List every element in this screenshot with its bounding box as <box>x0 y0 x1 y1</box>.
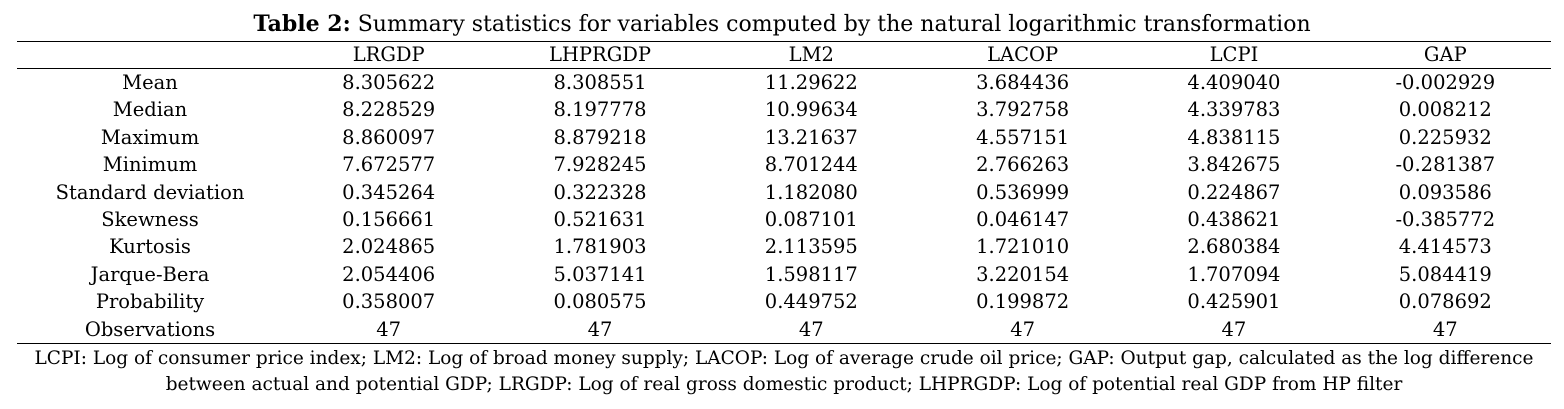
table-cell: 4.557151 <box>976 125 1070 149</box>
row-label: Mean <box>122 71 178 94</box>
table-cell: 1.781903 <box>553 235 647 259</box>
table-cell: 8.305622 <box>342 71 436 94</box>
table-cell: 0.080575 <box>553 290 647 314</box>
summary-statistics-table: LRGDP LHPRGDP LM2 LACOP LCPI GAP Mean 8.305622… <box>17 41 1551 344</box>
table-cell: 11.29622 <box>764 71 858 94</box>
row-label: Minimum <box>102 153 198 177</box>
table-cell: 0.225932 <box>1398 125 1492 149</box>
table-cell: 8.308551 <box>553 71 647 94</box>
table-cell: 47 <box>1010 317 1036 341</box>
table-cell: 0.046147 <box>976 208 1070 232</box>
table-row: Skewness 0.156661 0.521631 0.087101 0.046147… <box>17 206 1551 233</box>
table-cell: -0.281387 <box>1395 153 1496 177</box>
table-cell: 0.438621 <box>1187 208 1281 232</box>
table-cell: 47 <box>1432 317 1458 341</box>
table-cell: 5.037141 <box>553 262 647 286</box>
table-cell: 0.322328 <box>553 180 647 204</box>
table-cell: 0.536999 <box>976 180 1070 204</box>
table-cell: 0.078692 <box>1398 290 1492 314</box>
table-cell: 3.842675 <box>1187 153 1281 177</box>
table-row: Observations 47 47 47 47 47 47 <box>17 316 1551 344</box>
table-cell: 8.860097 <box>342 125 436 149</box>
table-body: Mean 8.305622 8.308551 11.29622 3.684436 4.40… <box>17 69 1551 344</box>
row-label: Probability <box>95 290 205 314</box>
table-cell: 0.425901 <box>1187 290 1281 314</box>
table-row: Median 8.228529 8.197778 10.99634 3.792758 4.… <box>17 96 1551 123</box>
table-cell: 2.113595 <box>764 235 858 259</box>
table-cell: 3.684436 <box>976 71 1070 94</box>
table-header: LRGDP LHPRGDP LM2 LACOP LCPI GAP <box>17 41 1551 69</box>
row-label: Standard deviation <box>55 180 245 204</box>
table-cell: 0.156661 <box>342 208 436 232</box>
table-footnote-line-2: between actual and potential GDP; LRGDP:… <box>165 374 1403 395</box>
table-cell: 5.084419 <box>1398 262 1492 286</box>
header-cell-lm2: LM2 <box>788 43 834 66</box>
table-caption-label: Table 2: <box>253 11 351 37</box>
table-cell: 10.99634 <box>764 98 858 122</box>
table-cell: 2.024865 <box>342 235 436 259</box>
table-row: Minimum 7.672577 7.928245 8.701244 2.766263 3… <box>17 151 1551 178</box>
table-cell: 4.414573 <box>1398 235 1492 259</box>
table-row: Probability 0.358007 0.080575 0.449752 0.199… <box>17 288 1551 315</box>
table-row: Maximum 8.860097 8.879218 13.21637 4.557151 4… <box>17 124 1551 151</box>
table-row: Kurtosis 2.024865 1.781903 2.113595 1.721010… <box>17 233 1551 260</box>
table-cell: 2.766263 <box>976 153 1070 177</box>
row-label: Maximum <box>100 125 200 149</box>
table-caption-text: Summary statistics for variables compute… <box>357 12 1311 37</box>
table-header-row: LRGDP LHPRGDP LM2 LACOP LCPI GAP <box>17 41 1551 69</box>
table-cell: 0.521631 <box>553 208 647 232</box>
table-cell: 47 <box>798 317 824 341</box>
header-cell-stat <box>17 42 283 69</box>
table-cell: 3.792758 <box>976 98 1070 122</box>
row-label: Kurtosis <box>109 235 191 259</box>
header-cell-lhprgdp: LHPRGDP <box>548 43 652 66</box>
table-cell: 1.182080 <box>764 180 858 204</box>
table-cell: 2.054406 <box>342 262 436 286</box>
table-cell: 4.339783 <box>1187 98 1281 122</box>
table-cell: 0.345264 <box>342 180 436 204</box>
table-cell: 8.197778 <box>553 98 647 122</box>
table-cell: 0.093586 <box>1398 180 1492 204</box>
table-cell: 47 <box>587 317 613 341</box>
table-row: Standard deviation 0.345264 0.322328 1.1820… <box>17 179 1551 206</box>
table-footnote: LCPI: Log of consumer price index; LM2: … <box>17 346 1551 398</box>
table-row: Jarque-Bera 2.054406 5.037141 1.598117 3.220… <box>17 261 1551 288</box>
table-cell: 8.879218 <box>553 125 647 149</box>
table-cell: 0.224867 <box>1187 180 1281 204</box>
table-cell: 8.228529 <box>342 98 436 122</box>
table-cell: 47 <box>1221 317 1247 341</box>
table-cell: 0.449752 <box>764 290 858 314</box>
header-cell-gap: GAP <box>1423 43 1467 66</box>
table-cell: 0.087101 <box>764 208 858 232</box>
table-cell: 8.701244 <box>764 153 858 177</box>
table-cell: 0.199872 <box>976 290 1070 314</box>
table-cell: -0.002929 <box>1395 71 1496 94</box>
table-cell: 47 <box>376 317 402 341</box>
table-footnote-line-1: LCPI: Log of consumer price index; LM2: … <box>34 348 1534 369</box>
row-label: Observations <box>84 317 216 341</box>
table-cell: 0.358007 <box>342 290 436 314</box>
table-cell: 0.008212 <box>1398 98 1492 122</box>
table-cell: 7.672577 <box>342 153 436 177</box>
table-caption: Table 2: Summary statistics for variable… <box>0 9 1564 40</box>
header-cell-lacop: LACOP <box>987 43 1059 66</box>
header-cell-lcpi: LCPI <box>1209 43 1259 66</box>
table-cell: 4.838115 <box>1187 125 1281 149</box>
row-label: Skewness <box>101 208 199 232</box>
table-row: Mean 8.305622 8.308551 11.29622 3.684436 4.40… <box>17 69 1551 97</box>
table-cell: 4.409040 <box>1187 71 1281 94</box>
table-cell: 13.21637 <box>764 125 858 149</box>
table-cell: 7.928245 <box>553 153 647 177</box>
table-cell: 2.680384 <box>1187 235 1281 259</box>
table-cell: 1.598117 <box>764 262 858 286</box>
table-cell: 1.707094 <box>1187 262 1281 286</box>
row-label: Median <box>112 98 188 122</box>
table-cell: -0.385772 <box>1395 208 1496 232</box>
row-label: Jarque-Bera <box>90 262 210 286</box>
table-cell: 1.721010 <box>976 235 1070 259</box>
header-cell-lrgdp: LRGDP <box>352 43 425 66</box>
table-cell: 3.220154 <box>976 262 1070 286</box>
